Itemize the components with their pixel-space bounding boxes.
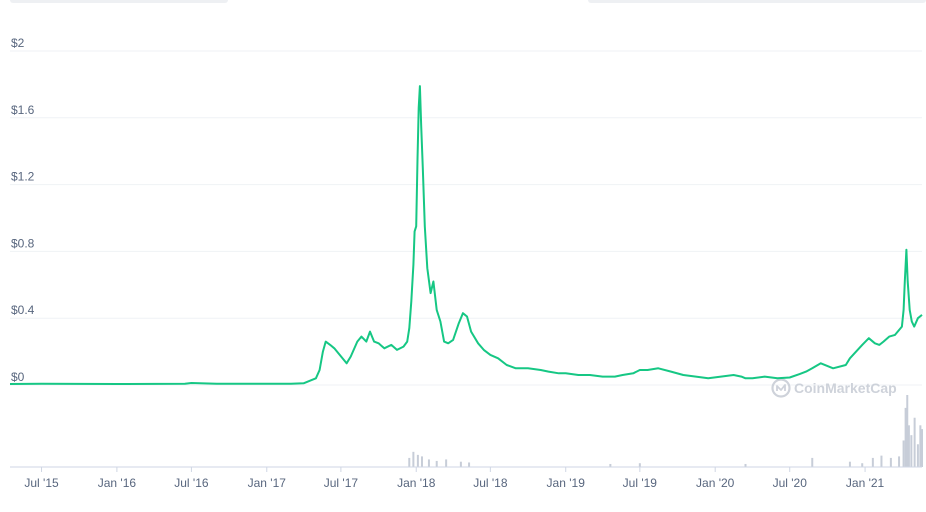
volume-bar: [889, 457, 892, 467]
volume-bar: [880, 455, 883, 467]
volume-bar: [412, 451, 415, 467]
x-tick-label: Jan '17: [248, 476, 287, 490]
volume-bar: [445, 459, 448, 467]
top-tab-right[interactable]: [588, 0, 926, 3]
price-series-line: [9, 85, 923, 385]
volume-bar: [408, 457, 411, 467]
volume-bar: [811, 457, 814, 467]
coinmarketcap-logo-icon: [771, 378, 791, 398]
volume-bar: [744, 463, 747, 467]
volume-bar: [848, 461, 851, 467]
volume-bar: [910, 435, 913, 467]
top-tab-left[interactable]: [10, 0, 228, 3]
volume-bar: [906, 395, 909, 467]
y-axis: $0 $0.4 $0.8 $1.2 $1.6 $2: [11, 36, 35, 384]
volume-bar: [916, 444, 919, 467]
watermark-text: CoinMarketCap: [794, 380, 897, 396]
gridlines: [10, 50, 922, 386]
volume-bar: [904, 407, 907, 467]
volume-bar: [427, 459, 430, 467]
volume-bar: [907, 425, 910, 467]
x-tick-label: Jan '16: [98, 476, 137, 490]
volume-bar: [609, 463, 612, 467]
volume-bar: [871, 457, 874, 467]
volume-bar: [861, 463, 864, 467]
x-tick-label: Jan '19: [547, 476, 586, 490]
volume-bar: [902, 440, 905, 467]
coinmarketcap-watermark: CoinMarketCap: [771, 378, 897, 398]
x-tick-label: Jul '17: [324, 476, 359, 490]
x-axis: Jul '15 Jan '16 Jul '16 Jan '17 Jul '17 Jan '…: [24, 467, 885, 490]
x-tick-label: Jan '21: [846, 476, 885, 490]
x-tick-label: Jan '18: [397, 476, 436, 490]
x-tick-label: Jan '20: [696, 476, 735, 490]
x-tick-label: Jul '20: [773, 476, 808, 490]
volume-bar: [435, 460, 438, 467]
y-tick-label: $1.2: [11, 170, 35, 184]
y-tick-label: $0: [11, 370, 25, 384]
volume-bar: [913, 417, 916, 467]
x-tick-label: Jul '16: [174, 476, 209, 490]
x-tick-label: Jul '18: [473, 476, 508, 490]
x-tick-label: Jul '15: [24, 476, 59, 490]
y-tick-label: $0.8: [11, 236, 35, 250]
y-tick-label: $1.6: [11, 103, 35, 117]
volume-bar: [919, 425, 922, 467]
volume-bar: [921, 429, 923, 467]
volume-bars: [408, 395, 923, 467]
y-tick-label: $2: [11, 36, 25, 50]
volume-bar: [898, 456, 901, 467]
volume-bar: [459, 461, 462, 467]
y-tick-label: $0.4: [11, 303, 35, 317]
volume-bar: [638, 463, 641, 467]
volume-bar: [468, 462, 471, 467]
volume-bar: [420, 456, 423, 467]
volume-bar: [416, 454, 419, 467]
x-tick-label: Jul '19: [623, 476, 658, 490]
